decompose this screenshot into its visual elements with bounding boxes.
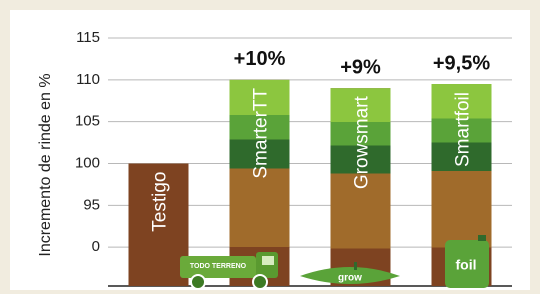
y-tick-label: 115 — [76, 29, 100, 46]
y-tick-label: 100 — [75, 154, 100, 171]
annotation: +9% — [340, 56, 381, 78]
icon-label: TODO TERRENO — [190, 263, 247, 270]
can-icon: foil — [445, 235, 489, 288]
category-label: SmarterTT — [251, 87, 272, 178]
category-label: Smartfoil — [453, 92, 474, 167]
annotation: +9,5% — [433, 52, 490, 74]
category-label: Growsmart — [352, 95, 373, 189]
category-label: Testigo — [150, 172, 171, 232]
y-tick-label: 110 — [76, 71, 100, 88]
y-axis-label: Incremento de rinde en % — [37, 73, 54, 256]
y-tick-label: 95 — [83, 196, 100, 213]
chart: Incremento de rinde en % 0 95 100 105 110 115… — [0, 0, 540, 294]
y-tick-label: 105 — [75, 113, 100, 130]
icon-label: grow — [338, 273, 362, 284]
icon-label: foil — [456, 257, 477, 273]
page: Incremento de rinde en % 0 95 100 105 110 115… — [0, 0, 540, 294]
annotation: +10% — [234, 48, 286, 70]
y-tick-label: 0 — [92, 238, 100, 255]
